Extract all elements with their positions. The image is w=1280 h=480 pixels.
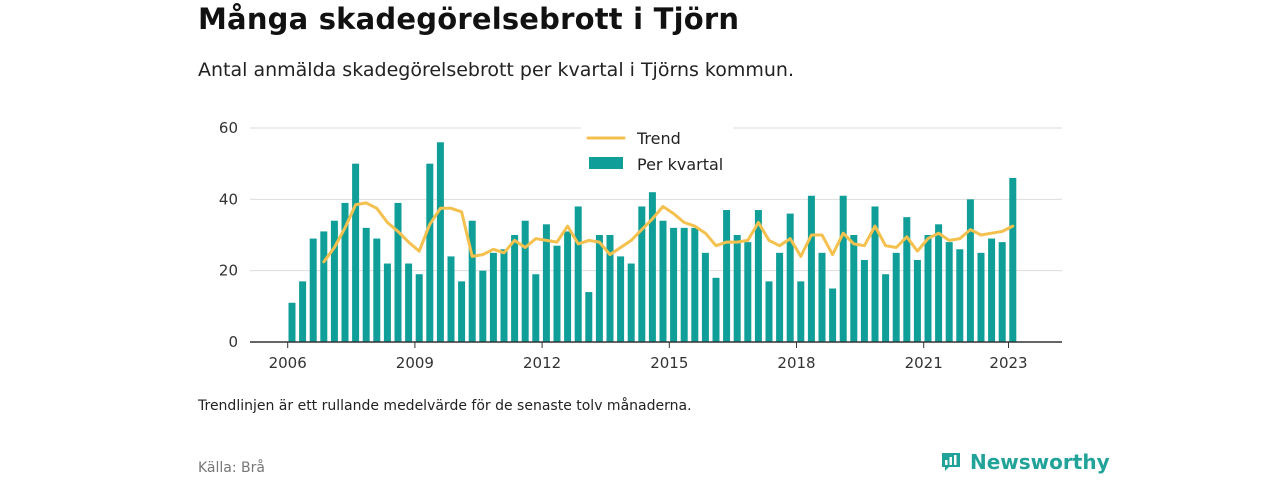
bar — [807, 195, 815, 342]
bar — [299, 281, 307, 342]
x-tick-label: 2023 — [989, 354, 1027, 372]
bar — [723, 210, 731, 342]
bar — [988, 238, 996, 342]
bar — [500, 249, 508, 342]
bar — [1009, 177, 1017, 342]
bar — [913, 259, 921, 342]
bar — [860, 259, 868, 342]
x-tick-label: 2012 — [523, 354, 561, 372]
chart-subtitle: Antal anmälda skadegörelsebrott per kvar… — [198, 59, 795, 81]
bar — [691, 227, 699, 342]
bar — [744, 242, 752, 342]
trend-series — [322, 201, 1015, 264]
bar — [362, 227, 370, 342]
bar — [394, 202, 402, 342]
chart-title: Många skadegörelsebrott i Tjörn — [198, 2, 740, 36]
bar — [712, 277, 720, 342]
bar — [309, 238, 317, 342]
bar — [288, 302, 296, 342]
bar — [564, 231, 572, 342]
bar — [839, 195, 847, 342]
bar — [977, 252, 985, 342]
trend-line — [322, 201, 1015, 264]
bar — [850, 235, 858, 342]
y-axis-labels: 0 20 40 60 — [219, 119, 238, 351]
x-tick-label: 2009 — [396, 354, 434, 372]
bar — [754, 210, 762, 342]
source-text: Källa: Brå — [198, 460, 265, 476]
newsworthy-logo[interactable]: Newsworthy — [940, 450, 1110, 474]
bar-line-chart: 0 20 40 60 2006 2009 2012 2015 2018 2021 2023 Tre… — [219, 119, 1062, 372]
bar-series-per-kvartal — [288, 142, 1017, 342]
bar — [776, 252, 784, 342]
legend-label-trend: Trend — [636, 129, 681, 148]
bar — [797, 281, 805, 342]
legend-background — [581, 125, 733, 183]
bar — [659, 220, 667, 342]
bar-chart-speech-bubble-icon — [942, 453, 960, 471]
bar — [892, 252, 900, 342]
bar — [489, 252, 497, 342]
bar — [532, 274, 540, 342]
bar — [542, 224, 550, 342]
bar — [903, 217, 911, 342]
y-tick-label: 20 — [219, 262, 238, 280]
bar — [352, 163, 360, 342]
bar — [585, 292, 593, 342]
bar — [383, 263, 391, 342]
x-tick-label: 2006 — [269, 354, 307, 372]
bar — [680, 227, 688, 342]
bar — [924, 235, 932, 342]
bar — [818, 252, 826, 342]
footnote: Trendlinjen är ett rullande medelvärde f… — [198, 398, 692, 414]
x-tick-label: 2015 — [650, 354, 688, 372]
bar — [436, 142, 444, 342]
bar — [733, 235, 741, 342]
bar — [945, 242, 953, 342]
bar — [935, 224, 943, 342]
bar — [648, 192, 656, 342]
bar — [458, 281, 466, 342]
x-tick-label: 2018 — [777, 354, 815, 372]
bar — [405, 263, 413, 342]
x-tick-label: 2021 — [905, 354, 943, 372]
bar — [670, 227, 678, 342]
bar — [617, 256, 625, 342]
bar — [606, 235, 614, 342]
y-tick-label: 0 — [228, 333, 238, 351]
bar — [966, 199, 974, 342]
bar — [701, 252, 709, 342]
bar — [341, 202, 349, 342]
bar — [320, 231, 328, 342]
bar — [627, 263, 635, 342]
bar — [638, 206, 646, 342]
bar — [468, 220, 476, 342]
brand-name: Newsworthy — [970, 450, 1110, 474]
bar — [330, 220, 338, 342]
bar — [511, 235, 519, 342]
bar — [415, 274, 423, 342]
bar — [574, 206, 582, 342]
bar — [595, 235, 603, 342]
legend-label-per-kvartal: Per kvartal — [637, 155, 723, 174]
legend-bar-swatch — [589, 157, 623, 169]
bar — [447, 256, 455, 342]
y-tick-label: 60 — [219, 119, 238, 137]
x-axis-labels: 2006 2009 2012 2015 2018 2021 2023 — [269, 354, 1028, 372]
bar — [998, 242, 1006, 342]
bar — [871, 206, 879, 342]
bar — [882, 274, 890, 342]
legend: Trend Per kvartal — [581, 125, 733, 183]
y-tick-label: 40 — [219, 190, 238, 208]
x-axis — [250, 341, 1062, 348]
bar — [553, 245, 561, 342]
bar — [956, 249, 964, 342]
bar — [521, 220, 529, 342]
bar — [479, 270, 487, 342]
bar — [373, 238, 381, 342]
bar — [786, 213, 794, 342]
bar — [829, 288, 837, 342]
bar — [765, 281, 773, 342]
bar — [426, 163, 434, 342]
